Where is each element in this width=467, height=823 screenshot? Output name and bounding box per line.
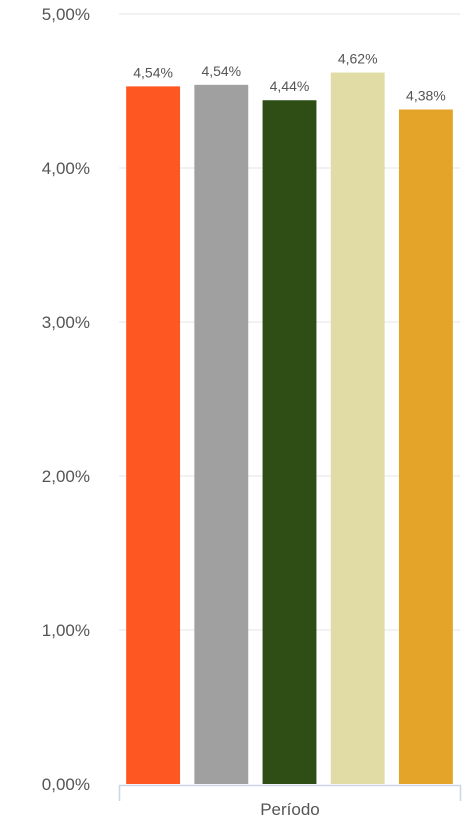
- bars: [126, 72, 453, 785]
- bar-value-label: 4,54%: [133, 64, 173, 80]
- bar: [126, 86, 181, 784]
- bar-value-label: 4,54%: [201, 63, 241, 79]
- x-axis-title: Período: [260, 800, 320, 819]
- bar-value-label: 4,44%: [270, 78, 310, 94]
- y-tick-label: 3,00%: [42, 313, 90, 332]
- bar: [330, 72, 385, 784]
- y-tick-label: 1,00%: [42, 621, 90, 640]
- x-axis-line: [118, 784, 462, 801]
- y-tick-label: 2,00%: [42, 467, 90, 486]
- bar-value-label: 4,38%: [406, 87, 446, 103]
- bar: [262, 100, 317, 785]
- bar: [398, 109, 453, 785]
- y-tick-label: 4,00%: [42, 159, 90, 178]
- bar-value-label: 4,62%: [338, 51, 378, 67]
- y-axis-ticks: 0,00% 1,00% 2,00% 3,00% 4,00% 5,00%: [42, 5, 90, 794]
- bar: [194, 84, 249, 785]
- data-labels: 4,54% 4,54% 4,44% 4,62% 4,38%: [133, 51, 446, 104]
- y-tick-label: 0,00%: [42, 775, 90, 794]
- y-tick-label: 5,00%: [42, 5, 90, 24]
